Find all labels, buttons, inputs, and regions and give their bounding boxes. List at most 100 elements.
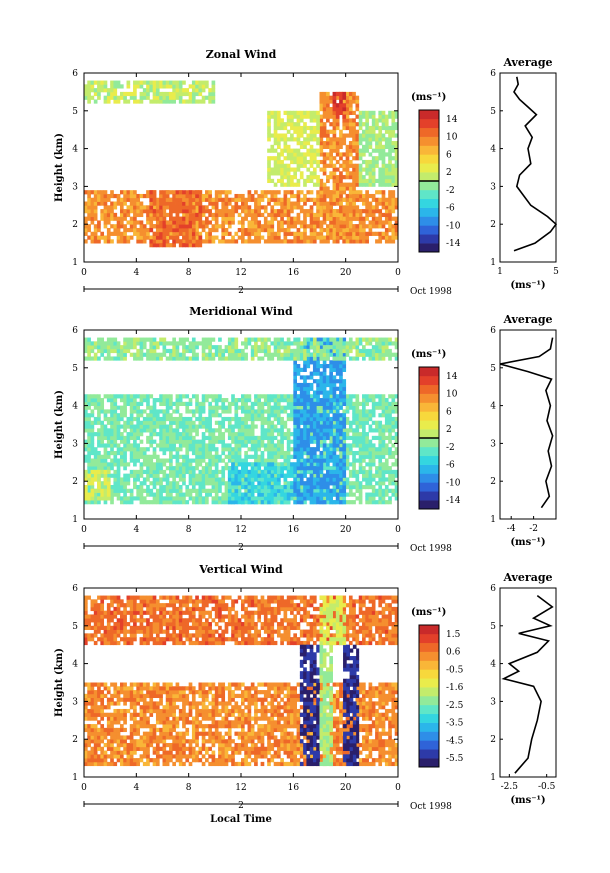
heatmap-cell	[182, 205, 186, 210]
heatmap-cell	[90, 435, 95, 441]
heatmap-cell	[263, 420, 268, 425]
heatmap-cell	[319, 492, 324, 497]
heatmap-cell	[205, 428, 209, 433]
heatmap-cell	[152, 231, 157, 236]
heatmap-cell	[254, 212, 258, 218]
heatmap-cell	[205, 239, 209, 244]
heatmap-cell	[224, 398, 229, 403]
heatmap-cell	[97, 413, 101, 418]
heatmap-cell	[312, 118, 317, 123]
heatmap-cell	[142, 496, 147, 501]
heatmap-cell	[283, 148, 288, 153]
heatmap-cell	[296, 227, 301, 233]
heatmap-cell	[162, 500, 167, 505]
heatmap-cell	[358, 209, 363, 214]
heatmap-cell	[312, 466, 317, 471]
heatmap-cell	[159, 193, 163, 199]
heatmap-cell	[195, 80, 199, 85]
heatmap-cell	[270, 420, 275, 425]
heatmap-cell	[276, 209, 281, 214]
heatmap-cell	[296, 122, 301, 127]
heatmap-cell	[133, 227, 137, 233]
heatmap-cell	[322, 91, 327, 97]
heatmap-cell	[218, 209, 222, 214]
heatmap-cell	[362, 454, 366, 459]
heatmap-cell	[139, 447, 144, 452]
heatmap-cell	[250, 432, 255, 437]
heatmap-cell	[378, 190, 383, 195]
heatmap-cell	[185, 224, 190, 229]
heatmap-cell	[286, 129, 291, 134]
heatmap-cell	[126, 197, 131, 202]
heatmap-cell	[286, 466, 291, 471]
heatmap-cell	[394, 469, 399, 475]
heatmap-cell	[254, 394, 258, 399]
heatmap-cell	[394, 458, 399, 463]
heatmap-cell	[355, 488, 360, 493]
heatmap-cell	[355, 141, 360, 146]
heatmap-cell	[103, 484, 108, 490]
heatmap-cell	[257, 401, 262, 406]
heatmap-cell	[152, 398, 157, 403]
heatmap-cell	[221, 398, 226, 403]
heatmap-cell	[178, 496, 183, 501]
heatmap-cell	[365, 148, 369, 153]
heatmap-cell	[224, 462, 229, 467]
heatmap-cell	[388, 466, 392, 471]
heatmap-cell	[303, 129, 307, 134]
heatmap-cell	[312, 379, 317, 384]
heatmap-cell	[306, 114, 311, 119]
heatmap-cell	[136, 424, 141, 429]
heatmap-cell	[123, 481, 127, 486]
heatmap-cell	[244, 227, 248, 233]
heatmap-cell	[250, 239, 255, 244]
heatmap-cell	[270, 148, 275, 153]
heatmap-cell	[326, 481, 330, 486]
heatmap-cell	[362, 193, 366, 199]
heatmap-cell	[218, 212, 222, 218]
heatmap-cell	[257, 462, 262, 467]
heatmap-cell	[149, 220, 154, 225]
heatmap-cell	[303, 224, 307, 229]
heatmap-cell	[280, 148, 284, 153]
heatmap-cell	[263, 216, 268, 221]
heatmap-cell	[133, 394, 137, 399]
heatmap-cell	[319, 466, 324, 471]
heatmap-cell	[234, 416, 239, 422]
heatmap-cell	[316, 193, 320, 199]
heatmap-cell	[303, 212, 307, 218]
heatmap-cell	[348, 462, 353, 467]
heatmap-cell	[87, 458, 91, 463]
colorbar-band	[419, 110, 439, 120]
heatmap-cell	[198, 212, 203, 218]
heatmap-cell	[280, 454, 284, 459]
heatmap-cell	[165, 231, 170, 236]
heatmap-cell	[257, 205, 262, 210]
heatmap-cell	[106, 443, 111, 448]
heatmap-cell	[103, 454, 108, 459]
heatmap-cell	[296, 477, 301, 482]
heatmap-cell	[257, 409, 262, 414]
colorbar-band	[419, 181, 439, 191]
heatmap-cell	[185, 201, 190, 206]
heatmap-cell	[119, 416, 124, 422]
heatmap-cell	[358, 443, 363, 448]
heatmap-cell	[93, 212, 98, 218]
heatmap-cell	[309, 360, 314, 365]
heatmap-cell	[267, 118, 271, 123]
heatmap-cell	[286, 481, 291, 486]
heatmap-cell	[241, 432, 245, 437]
heatmap-cell	[316, 424, 320, 429]
heatmap-cell	[299, 133, 304, 138]
heatmap-cell	[123, 443, 127, 448]
heatmap-cell	[394, 432, 399, 437]
heatmap-cell	[355, 224, 360, 229]
heatmap-cell	[224, 484, 229, 490]
heatmap-cell	[384, 469, 389, 475]
heatmap-cell	[172, 243, 176, 248]
heatmap-cell	[348, 209, 353, 214]
heatmap-cell	[188, 424, 193, 429]
heatmap-cell	[306, 484, 311, 490]
heatmap-cell	[119, 95, 124, 100]
